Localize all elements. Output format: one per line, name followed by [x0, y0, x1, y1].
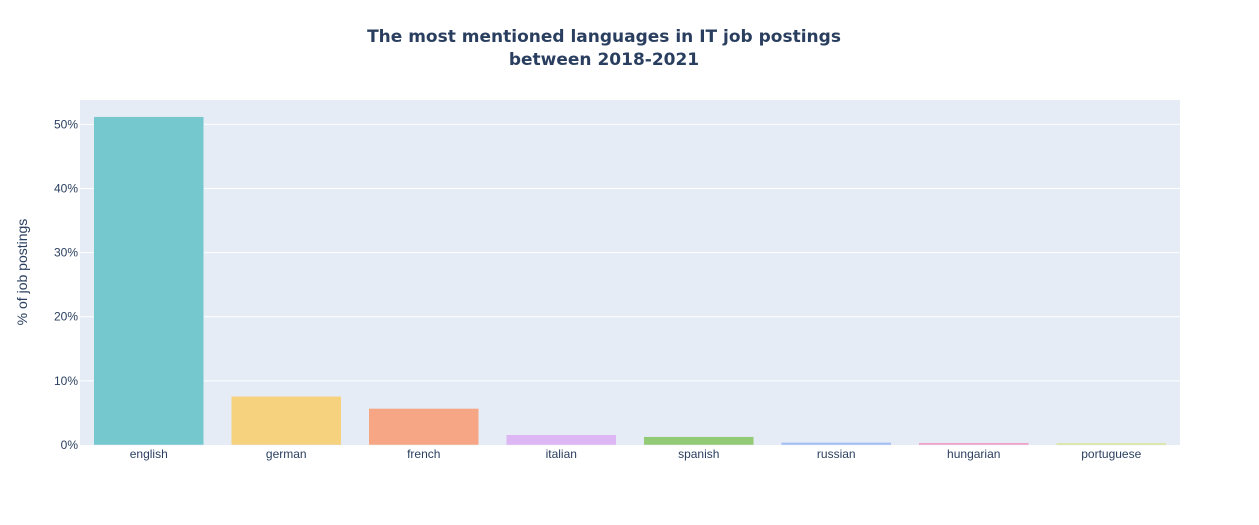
- bar-spanish[interactable]: [643, 436, 754, 446]
- y-tick-label: 0%: [61, 438, 79, 452]
- x-axis-ticks: english german french italian spanish russian…: [130, 447, 1142, 461]
- bar-french[interactable]: [368, 408, 479, 446]
- plot-area: [80, 100, 1180, 445]
- bar-portuguese[interactable]: [1056, 442, 1167, 446]
- bars: [93, 116, 1167, 446]
- bar-russian[interactable]: [781, 442, 892, 446]
- bar-german[interactable]: [231, 396, 342, 446]
- gridlines: [80, 123, 1180, 382]
- x-tick-label: spanish: [678, 447, 719, 461]
- y-axis-title: % of job postings: [14, 219, 30, 326]
- chart-title-line-2: between 2018-2021: [509, 50, 699, 70]
- bar-hungarian[interactable]: [918, 442, 1029, 446]
- x-tick-label: italian: [546, 447, 577, 461]
- y-tick-label: 20%: [54, 310, 78, 324]
- x-tick-label: english: [130, 447, 168, 461]
- x-tick-label: german: [266, 447, 307, 461]
- y-tick-label: 50%: [54, 117, 78, 131]
- bar-italian[interactable]: [506, 434, 617, 446]
- bar-english[interactable]: [93, 116, 204, 446]
- y-tick-label: 10%: [54, 374, 78, 388]
- chart-title-line-1: The most mentioned languages in IT job p…: [367, 27, 841, 47]
- x-tick-label: portuguese: [1081, 447, 1141, 461]
- y-tick-label: 40%: [54, 181, 78, 195]
- y-axis-ticks: 0% 10% 20% 30% 40% 50%: [54, 117, 78, 452]
- x-tick-label: russian: [817, 447, 856, 461]
- x-tick-label: hungarian: [947, 447, 1000, 461]
- y-tick-label: 30%: [54, 246, 78, 260]
- x-tick-label: french: [407, 447, 440, 461]
